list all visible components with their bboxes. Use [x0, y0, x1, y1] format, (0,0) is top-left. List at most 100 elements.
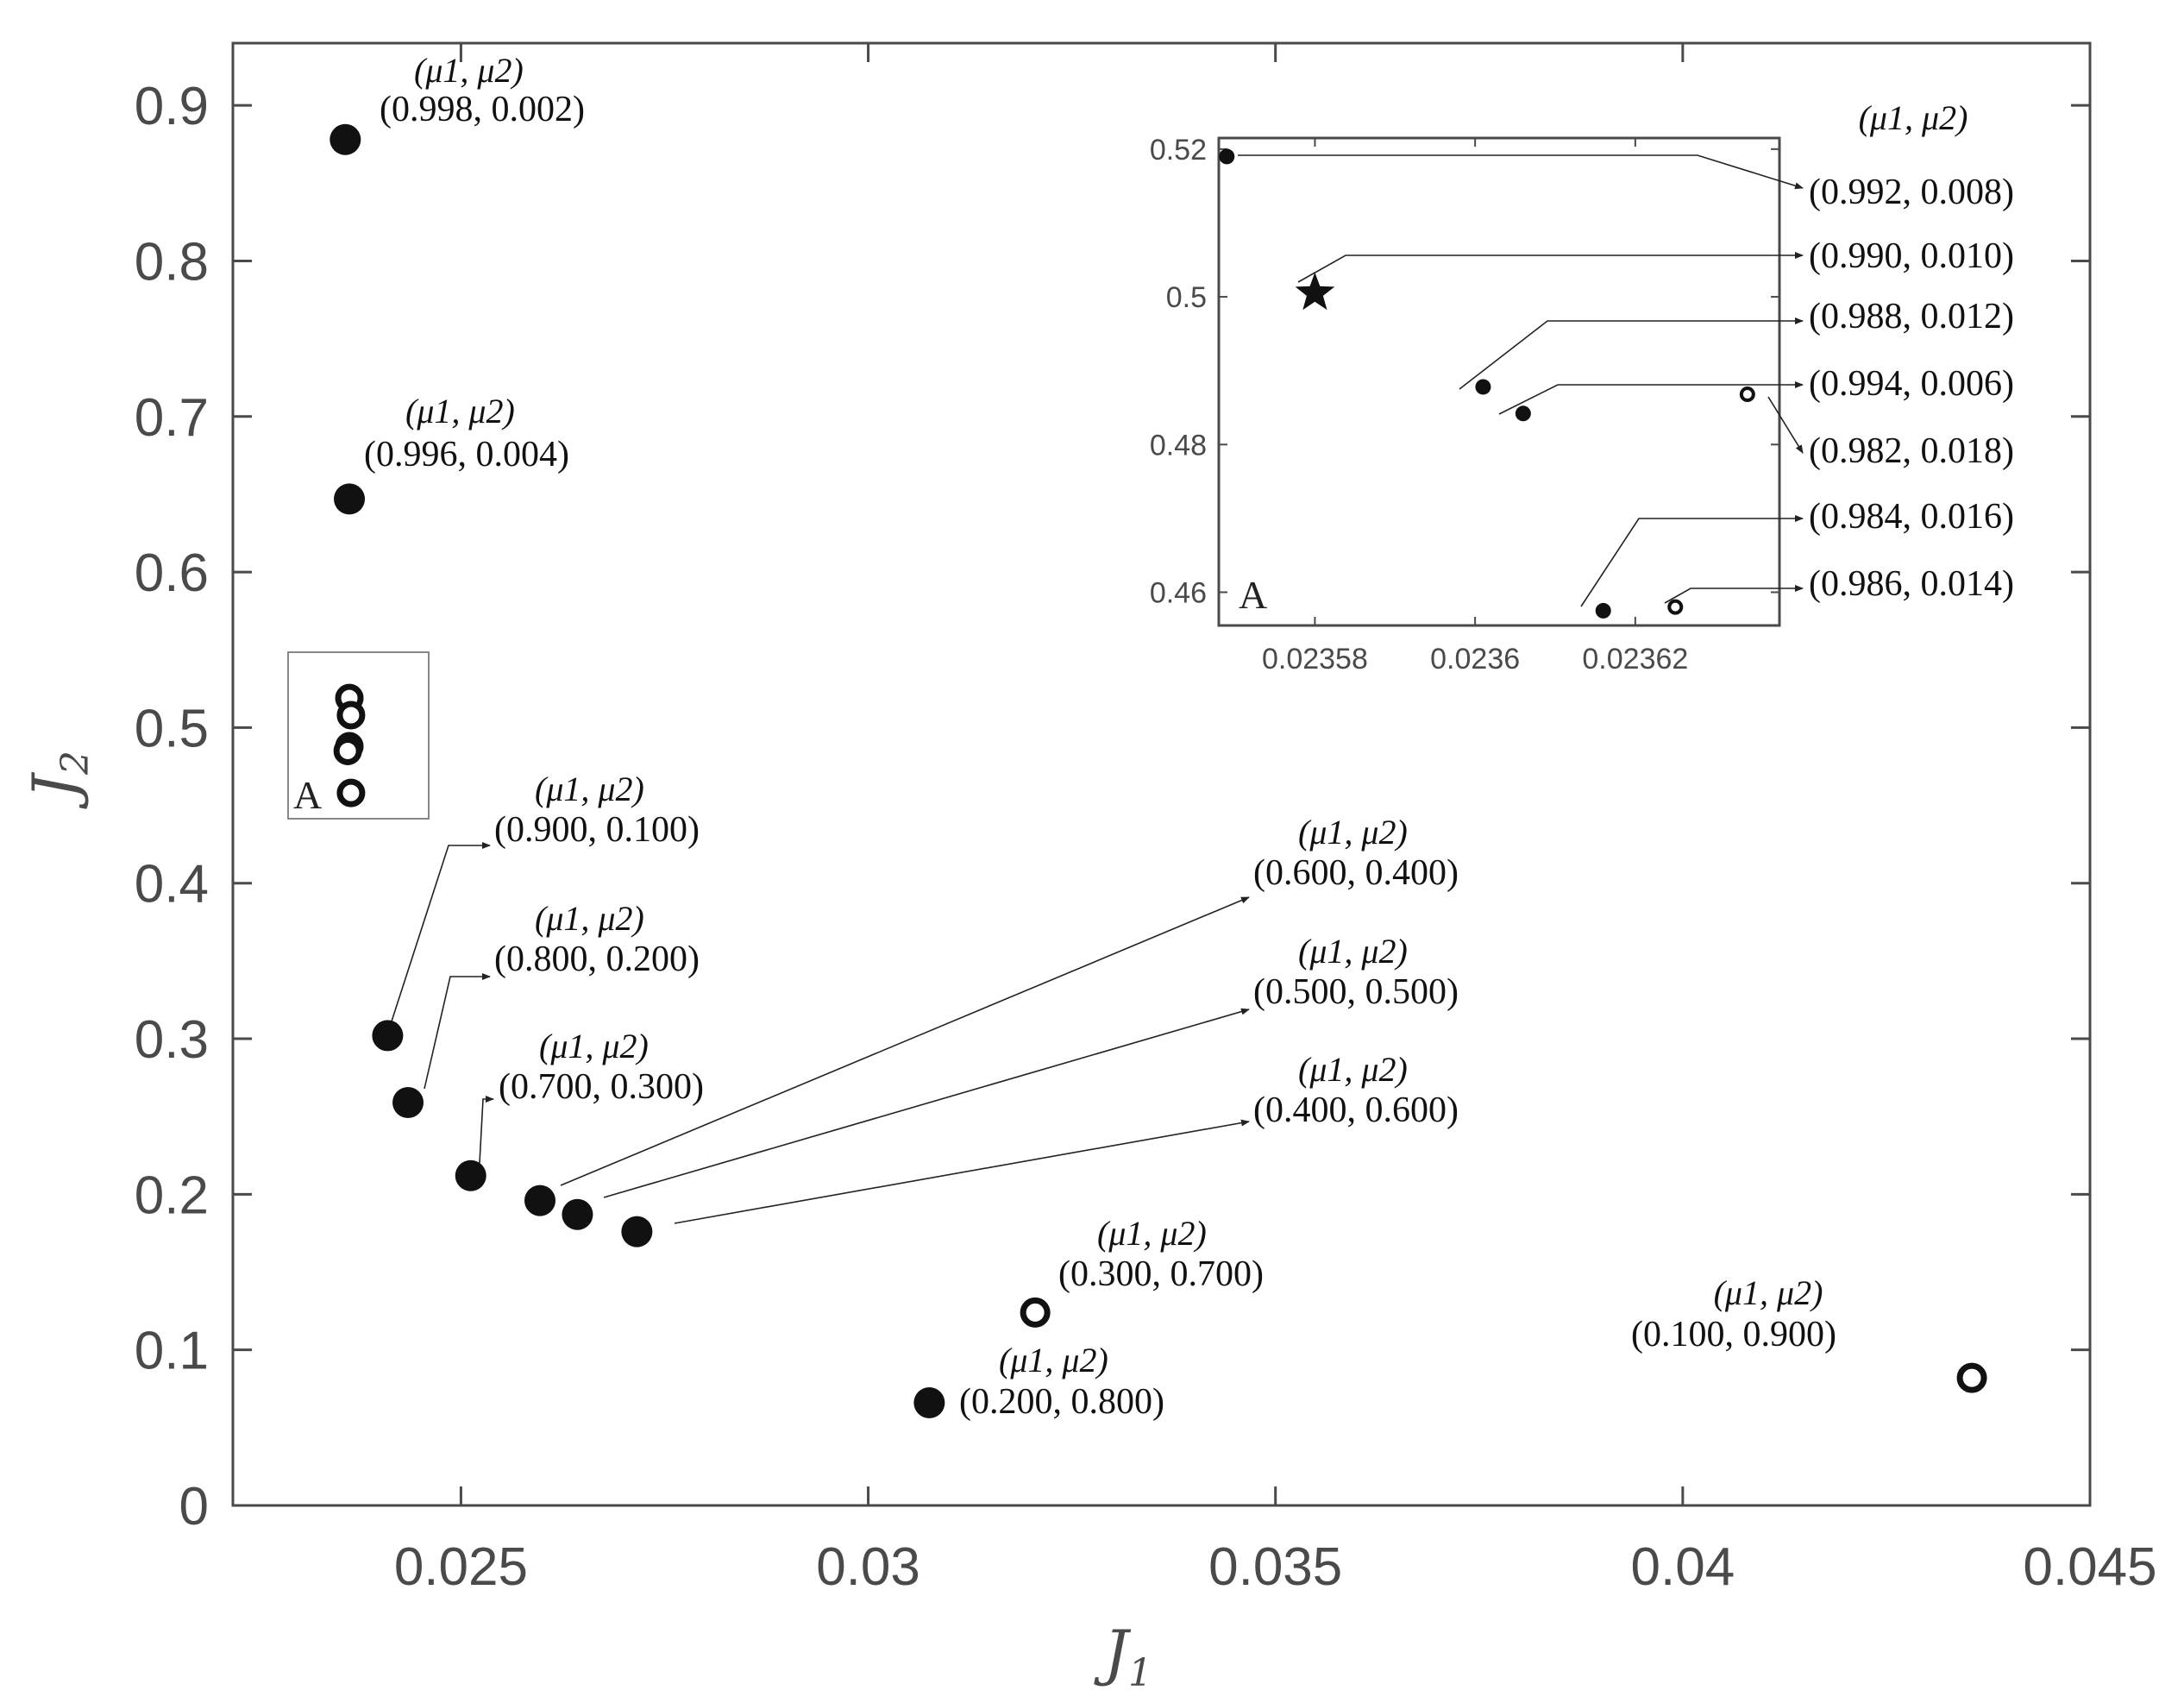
data-point — [524, 1185, 556, 1216]
y-tick-label: 0 — [179, 1477, 209, 1536]
data-label: (0.998, 0.002) — [380, 90, 585, 129]
inset-annotation-arrow — [1767, 396, 1804, 454]
inset-frame — [1217, 136, 1781, 627]
inset-point — [1595, 602, 1611, 619]
inset-x-tick-label: 0.02362 — [1582, 643, 1688, 676]
y-tick-label: 0.3 — [135, 1010, 209, 1070]
inset-data-label: (0.994, 0.006) — [1809, 364, 2014, 404]
data-label: (0.800, 0.200) — [494, 939, 700, 979]
annotation-arrow — [424, 973, 491, 1090]
data-label: (0.400, 0.600) — [1253, 1090, 1459, 1130]
inset-annotation-arrow — [1459, 317, 1804, 390]
inset-annotation-arrow — [1664, 585, 1804, 604]
region-a-points — [333, 683, 366, 808]
region-a-label: A — [293, 773, 322, 817]
region-a-box — [287, 651, 430, 820]
inset-point-open — [1739, 386, 1755, 403]
inset-point — [1475, 379, 1491, 395]
inset-annotation-arrow — [1238, 154, 1804, 190]
main-axis-tick-labels: 0.025 0.03 0.035 0.04 0.04500.10.20.30.40.50… — [135, 77, 2157, 1597]
annotation-header: (μ1, μ2) — [999, 1341, 1108, 1379]
annotation-header: (μ1, μ2) — [539, 1027, 649, 1065]
annotation-header: (μ1, μ2) — [1097, 1214, 1207, 1253]
y-tick-label: 0.4 — [135, 855, 209, 914]
annotation-arrow — [389, 842, 491, 1027]
data-point — [913, 1386, 945, 1418]
inset-point — [1515, 405, 1531, 422]
annotation-header: (μ1, μ2) — [1714, 1273, 1823, 1312]
y-tick-label: 0.9 — [135, 77, 209, 136]
annotation-arrow — [560, 896, 1250, 1186]
data-point — [455, 1159, 486, 1191]
annotation-arrow — [603, 1008, 1250, 1198]
inset-annotations: (μ1, μ2) (0.992, 0.008) (0.990, 0.010) (0.9… — [1809, 98, 2014, 604]
main-axis-ticks — [233, 43, 2092, 1507]
annotation-header: (μ1, μ2) — [1298, 932, 1408, 971]
region-a-point — [333, 736, 362, 765]
x-axis-title: J1 — [1094, 1618, 1152, 1695]
inset-x-tick-label: 0.0236 — [1430, 643, 1520, 676]
y-tick-label: 0.7 — [135, 388, 209, 448]
inset-data-points — [1219, 148, 1755, 619]
y-tick-label: 0.2 — [135, 1166, 209, 1225]
data-point-open — [1020, 1297, 1051, 1328]
data-point — [372, 1020, 404, 1052]
inset-annotation-arrow — [1498, 381, 1804, 415]
data-point — [329, 123, 361, 155]
inset-data-label: (0.988, 0.012) — [1809, 297, 2014, 336]
inset-y-tick-label: 0.5 — [1166, 281, 1207, 314]
data-point — [392, 1086, 424, 1118]
main-data-points — [329, 123, 1987, 1418]
data-point — [621, 1216, 653, 1247]
annotation-header: (μ1, μ2) — [1298, 813, 1408, 852]
data-label: (0.500, 0.500) — [1253, 972, 1459, 1012]
inset-x-tick-label: 0.02358 — [1262, 643, 1368, 676]
annotation-header: (μ1, μ2) — [1859, 98, 1968, 137]
inset-region-label: A — [1239, 573, 1267, 617]
y-tick-label: 0.8 — [135, 232, 209, 292]
data-label: (0.200, 0.800) — [959, 1382, 1164, 1422]
y-tick-label: 0.1 — [135, 1322, 209, 1381]
data-label: (0.996, 0.004) — [364, 435, 569, 474]
main-annotation-arrows — [389, 842, 1250, 1224]
x-tick-label: 0.045 — [2023, 1537, 2156, 1597]
inset-data-label: (0.990, 0.010) — [1809, 236, 2014, 276]
inset-annotation-arrow — [1297, 252, 1804, 283]
x-tick-label: 0.04 — [1631, 1537, 1735, 1597]
region-a-point — [336, 701, 366, 730]
inset-data-label: (0.982, 0.018) — [1809, 431, 2014, 471]
annotation-header: (μ1, μ2) — [414, 51, 524, 90]
inset-y-tick-label: 0.52 — [1150, 134, 1207, 167]
x-tick-label: 0.025 — [394, 1537, 528, 1597]
inset-point-star — [1295, 272, 1335, 311]
annotation-header: (μ1, μ2) — [535, 899, 644, 938]
annotation-header: (μ1, μ2) — [535, 770, 644, 808]
y-axis-title: J2 — [20, 751, 97, 809]
annotation-header: (μ1, μ2) — [1298, 1050, 1408, 1089]
inset-data-label: (0.986, 0.014) — [1809, 564, 2014, 604]
annotation-header: (μ1, μ2) — [405, 392, 515, 430]
y-tick-label: 0.5 — [135, 699, 209, 758]
y-tick-label: 0.6 — [135, 544, 209, 603]
inset-data-label: (0.984, 0.016) — [1809, 497, 2014, 537]
data-point — [562, 1198, 593, 1230]
data-label: (0.300, 0.700) — [1058, 1254, 1264, 1294]
annotation-arrow — [479, 1096, 494, 1164]
inset-point — [1219, 148, 1235, 165]
x-tick-label: 0.03 — [816, 1537, 920, 1597]
data-point — [334, 483, 366, 515]
inset-annotation-arrows — [1238, 154, 1804, 607]
inset-point-open — [1667, 599, 1684, 615]
main-plot-frame — [231, 41, 2092, 1507]
inset-data-label: (0.992, 0.008) — [1809, 173, 2014, 212]
data-label: (0.700, 0.300) — [499, 1067, 704, 1107]
inset-axis-tick-labels: 0.02358 0.0236 0.02362 0.46 0.48 0.5 0.52 — [1150, 134, 1688, 676]
x-tick-label: 0.035 — [1208, 1537, 1342, 1597]
data-label: (0.100, 0.900) — [1631, 1315, 1836, 1354]
data-label: (0.600, 0.400) — [1253, 853, 1459, 893]
inset-annotation-arrow — [1580, 515, 1804, 607]
inset-y-tick-label: 0.46 — [1150, 576, 1207, 609]
inset-y-tick-label: 0.48 — [1150, 429, 1207, 462]
data-point-open — [1956, 1362, 1987, 1393]
